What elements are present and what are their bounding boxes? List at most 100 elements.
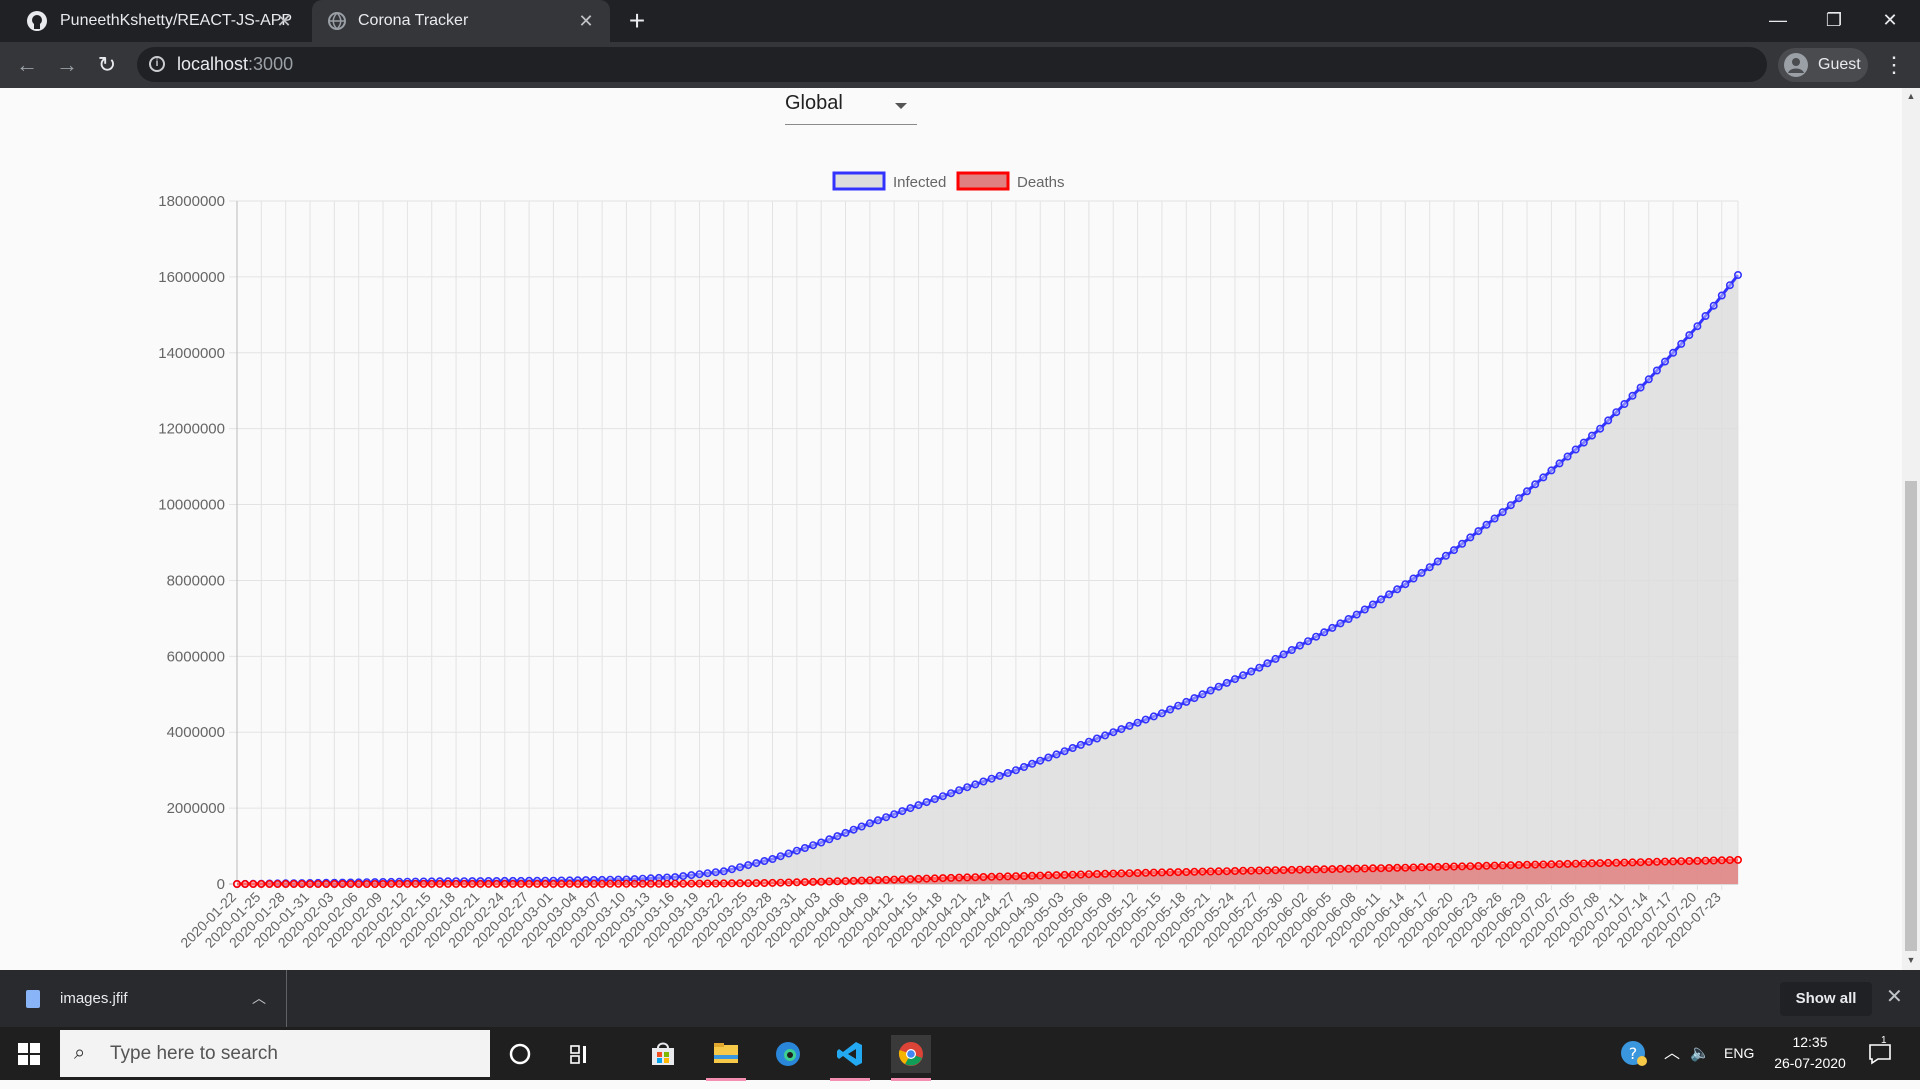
data-point-deaths <box>435 879 444 888</box>
info-icon[interactable]: i <box>149 56 165 72</box>
cortana-icon[interactable] <box>500 1035 540 1073</box>
menu-icon[interactable]: ⋮ <box>1883 52 1905 77</box>
data-point-deaths <box>1271 866 1280 875</box>
data-point-deaths <box>427 879 436 888</box>
tab-github[interactable]: PuneethKshetty/REACT-JS-APP ✕ <box>8 0 308 42</box>
data-point-deaths <box>719 879 728 888</box>
data-point-deaths <box>1174 868 1183 877</box>
download-item[interactable]: images.jfif ︿ <box>0 970 287 1027</box>
data-point-infected <box>906 804 915 813</box>
data-point-infected <box>1498 508 1507 517</box>
y-tick-label: 12000000 <box>158 421 225 438</box>
chevron-up-icon[interactable]: ︿ <box>252 990 266 1006</box>
new-tab-button[interactable]: + <box>628 5 646 36</box>
edge-icon[interactable] <box>768 1035 808 1073</box>
data-point-infected <box>1677 339 1686 348</box>
data-point-deaths <box>695 879 704 888</box>
data-point-infected <box>1401 580 1410 589</box>
y-tick-label: 10000000 <box>158 497 225 514</box>
data-point-deaths <box>1011 872 1020 881</box>
data-point-deaths <box>1060 870 1069 879</box>
data-point-deaths <box>671 879 680 888</box>
data-point-deaths <box>1036 871 1045 880</box>
data-point-deaths <box>533 879 542 888</box>
country-select[interactable]: Global <box>785 88 917 125</box>
tab-corona-tracker[interactable]: Corona Tracker ✕ <box>312 0 610 42</box>
data-point-deaths <box>1360 864 1369 873</box>
data-point-deaths <box>1433 862 1442 871</box>
data-point-infected <box>1734 271 1743 280</box>
data-point-deaths <box>1149 868 1158 877</box>
close-icon[interactable]: ✕ <box>1886 986 1903 1008</box>
minimize-button[interactable]: — <box>1769 10 1787 30</box>
legend-label-infected: Infected <box>893 174 946 191</box>
data-point-deaths <box>1068 870 1077 879</box>
data-point-infected <box>1644 375 1653 384</box>
data-point-deaths <box>249 879 258 888</box>
back-button[interactable]: ← <box>16 52 38 77</box>
data-point-deaths <box>549 879 558 888</box>
data-point-infected <box>914 801 923 810</box>
data-point-infected <box>1214 682 1223 691</box>
data-point-deaths <box>946 873 955 882</box>
reload-button[interactable]: ↻ <box>97 52 117 77</box>
data-point-deaths <box>995 872 1004 881</box>
show-all-button[interactable]: Show all <box>1780 982 1872 1016</box>
chrome-icon[interactable] <box>891 1035 931 1081</box>
scroll-down-icon[interactable]: ▼ <box>1906 955 1916 965</box>
data-point-infected <box>1352 610 1361 619</box>
data-point-deaths <box>1166 868 1175 877</box>
data-point-deaths <box>1076 870 1085 879</box>
clock[interactable]: 12:35 26-07-2020 <box>1768 1032 1852 1074</box>
task-view-icon[interactable] <box>560 1035 600 1073</box>
data-point-infected <box>1661 357 1670 366</box>
data-point-deaths <box>646 879 655 888</box>
notifications-icon[interactable]: 1 <box>1868 1027 1892 1080</box>
data-point-deaths <box>1377 864 1386 873</box>
data-point-deaths <box>370 879 379 888</box>
language-indicator[interactable]: ENG <box>1724 1045 1755 1061</box>
data-point-infected <box>1425 563 1434 572</box>
restore-button[interactable]: ❐ <box>1825 10 1843 30</box>
close-window-button[interactable]: ✕ <box>1882 10 1898 30</box>
close-icon[interactable]: ✕ <box>276 11 292 31</box>
vscode-icon[interactable] <box>830 1035 870 1081</box>
forward-button[interactable]: → <box>56 52 78 77</box>
windows-start-icon[interactable] <box>18 1043 40 1065</box>
data-point-infected <box>744 861 753 870</box>
scroll-up-icon[interactable]: ▲ <box>1906 91 1916 101</box>
data-point-deaths <box>1450 862 1459 871</box>
volume-icon[interactable]: 🔈 <box>1690 1045 1710 1062</box>
taskbar-search-box[interactable]: ⌕ Type here to search <box>60 1030 490 1077</box>
address-bar[interactable]: i localhost:3000 <box>137 47 1767 82</box>
data-point-infected <box>1255 663 1264 672</box>
page-scrollbar[interactable]: ▲ ▼ <box>1902 88 1920 970</box>
data-point-infected <box>1295 641 1304 650</box>
store-icon[interactable] <box>643 1035 683 1073</box>
browser-tab-strip: PuneethKshetty/REACT-JS-APP ✕ Corona Tra… <box>0 0 1920 42</box>
close-icon[interactable]: ✕ <box>578 11 594 31</box>
data-point-deaths <box>1117 869 1126 878</box>
data-point-deaths <box>330 879 339 888</box>
data-point-deaths <box>1482 861 1491 870</box>
data-point-deaths <box>857 876 866 885</box>
file-explorer-icon[interactable] <box>706 1035 746 1081</box>
data-point-infected <box>1093 734 1102 743</box>
data-point-deaths <box>784 878 793 887</box>
data-point-infected <box>1287 645 1296 654</box>
chevron-up-icon[interactable]: ︿ <box>1664 1045 1681 1062</box>
scroll-thumb[interactable] <box>1905 481 1917 951</box>
data-point-deaths <box>1368 864 1377 873</box>
data-point-infected <box>1003 768 1012 777</box>
data-point-deaths <box>346 879 355 888</box>
data-point-deaths <box>768 878 777 887</box>
data-point-infected <box>792 846 801 855</box>
clock-date: 26-07-2020 <box>1774 1055 1846 1071</box>
data-point-deaths <box>979 872 988 881</box>
profile-button[interactable]: Guest <box>1778 48 1868 82</box>
data-point-deaths <box>581 879 590 888</box>
data-point-deaths <box>500 879 509 888</box>
data-point-infected <box>1458 539 1467 548</box>
help-icon[interactable]: ? <box>1620 1027 1648 1080</box>
data-point-deaths <box>1263 866 1272 875</box>
